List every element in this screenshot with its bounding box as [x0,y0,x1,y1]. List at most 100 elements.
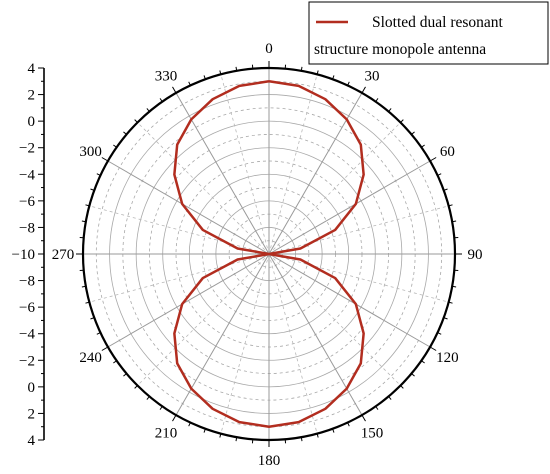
grid-spoke-minor [89,253,270,303]
angle-tick [134,119,138,123]
grid-spoke-major [175,92,270,255]
angle-label: 60 [440,144,455,160]
angle-label: 0 [265,41,273,57]
series-layer [173,80,365,428]
grid-spoke-minor [89,205,270,255]
angle-label: 30 [365,69,380,85]
grid-spoke-minor [137,253,270,386]
angle-tick [123,131,127,135]
angle-tick [429,346,437,351]
radial-axis: 4 2 0 −2 −4 −6 −8 −10 −8 −6 −4 −2 0 2 4 [12,61,45,449]
radial-tick-label: 4 [28,61,36,77]
angle-tick [411,373,415,377]
angle-tick [123,373,127,377]
radial-tick-label: −4 [19,327,35,343]
angle-label: 300 [79,144,102,160]
angle-tick [437,173,442,176]
angle-tick [85,301,90,304]
legend-label-line-1: Slotted dual resonant [372,14,504,31]
grid-spoke-major [268,92,363,255]
radial-tick-label: 0 [28,380,36,396]
angle-tick [235,66,238,71]
angle-tick [411,131,415,135]
angle-tick [90,188,95,191]
grid-spoke-minor [137,122,270,255]
angle-tick [361,86,366,94]
grid-spoke-minor [220,253,270,434]
grid-spoke-minor [268,205,449,255]
angle-tick [159,98,163,102]
angle-tick [203,75,206,80]
angle-tick [101,157,109,162]
angle-tick [85,204,90,207]
radial-tick-label: −10 [12,247,35,263]
angle-label: 330 [155,69,178,85]
angle-tick [448,204,453,207]
angle-tick [172,86,177,94]
angle-tick [146,396,150,400]
radial-tick-label: −2 [19,141,35,157]
radial-tick-label: −8 [19,274,35,290]
angle-tick [347,422,350,427]
radial-tick-label: 0 [28,114,36,130]
angle-label: 120 [436,350,459,366]
angle-tick [300,437,303,442]
angle-tick [452,285,457,288]
angle-tick [448,301,453,304]
angle-tick [81,285,86,288]
angle-tick [421,144,425,148]
grid-spoke-minor [220,74,270,255]
angle-tick [219,433,222,438]
grid-spoke-minor [268,253,401,386]
angle-tick [421,360,425,364]
angular-axis: 0 30 60 90 120 150 180 210 240 270 300 330 [52,41,483,469]
angle-tick [388,108,392,112]
radial-tick-label: −8 [19,220,35,236]
angle-tick [96,173,101,176]
angle-tick [172,414,177,422]
angle-tick [96,332,101,335]
angle-label: 150 [361,425,384,441]
angle-tick [90,317,95,320]
angle-tick [400,385,404,389]
grid-spoke-major [175,253,270,416]
angle-tick [400,119,404,123]
angle-tick [375,98,379,102]
angle-tick [452,220,457,223]
angle-tick [203,428,206,433]
angle-tick [81,220,86,223]
angle-tick [235,437,238,442]
angle-label: 180 [258,453,281,469]
radial-tick-label: 4 [28,433,36,449]
angle-tick [134,385,138,389]
angle-tick [316,433,319,438]
grid-spoke-minor [268,253,318,434]
series-line [173,80,365,428]
angle-tick [375,406,379,410]
grid-spoke-minor [268,122,401,255]
radial-tick-label: 2 [28,406,36,422]
radial-tick-label: −6 [19,300,35,316]
legend-label-line-2: structure monopole antenna [314,41,486,58]
angle-tick [113,144,117,148]
angle-tick [347,81,350,86]
angle-label: 90 [468,247,483,263]
angle-tick [146,108,150,112]
grid-spoke-major [107,160,270,255]
angle-label: 240 [79,350,102,366]
grid-spoke-major [268,160,431,255]
grid-spoke-minor [268,253,449,303]
radial-tick-label: 2 [28,88,36,104]
angle-tick [159,406,163,410]
grid-spoke-major [268,253,431,348]
radial-tick-label: −4 [19,167,35,183]
angle-tick [101,346,109,351]
grid-spoke-major [107,253,270,348]
grid-spoke-minor [268,74,318,255]
angle-label: 270 [52,247,75,263]
angle-tick [332,75,335,80]
legend: Slotted dual resonant structure monopole… [308,1,549,65]
angle-tick [437,332,442,335]
radial-tick-label: −2 [19,353,35,369]
